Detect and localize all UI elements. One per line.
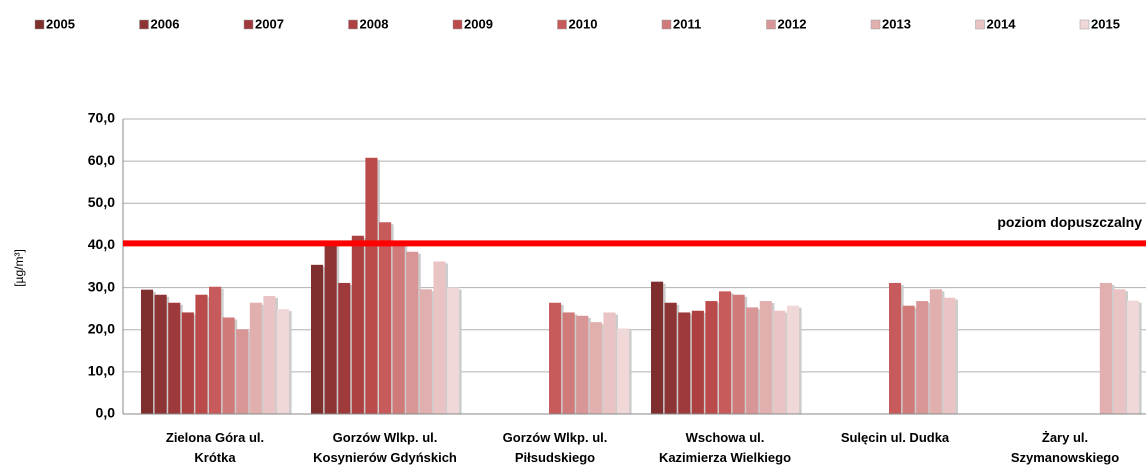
bar [236, 329, 249, 414]
bar [787, 305, 800, 414]
x-tick-label: Sulęcin ul. Dudka [840, 430, 950, 445]
bar [324, 242, 337, 414]
bar [154, 294, 167, 414]
bar [617, 328, 630, 414]
legend-swatch [870, 19, 881, 30]
bar [562, 312, 575, 414]
bar [277, 309, 290, 414]
bar [1127, 300, 1140, 414]
bar [222, 317, 235, 414]
bar [916, 301, 929, 414]
bar [773, 310, 786, 414]
bar [603, 312, 616, 414]
legend-label: 2013 [882, 16, 911, 31]
bar [419, 289, 432, 414]
y-tick-label: 60,0 [88, 152, 115, 168]
bar [549, 302, 562, 414]
y-axis-label: [µg/m³] [12, 249, 26, 287]
bar [902, 305, 915, 414]
bar [311, 264, 324, 414]
legend-label: 2009 [464, 16, 493, 31]
y-tick-label: 20,0 [88, 320, 115, 336]
bar [195, 294, 208, 414]
bar [589, 322, 602, 414]
bar [379, 222, 392, 414]
legend-label: 2005 [46, 16, 75, 31]
bar [746, 307, 759, 414]
legend-swatch [452, 19, 463, 30]
x-tick-label: Zielona Góra ul. Krótka [165, 430, 265, 465]
bar [759, 301, 772, 414]
bar [732, 294, 745, 414]
legend-label: 2012 [778, 16, 807, 31]
legend-label: 2014 [987, 16, 1017, 31]
legend-label: 2011 [673, 16, 701, 31]
legend-swatch [975, 19, 985, 30]
legend-label: 2006 [151, 16, 180, 31]
bar [406, 251, 419, 414]
y-tick-label: 70,0 [88, 110, 115, 126]
bar [351, 235, 364, 414]
legend-swatch [557, 19, 567, 30]
bar [691, 310, 704, 414]
y-tick-label: 0,0 [96, 405, 116, 421]
y-tick-label: 40,0 [88, 236, 115, 252]
threshold-label: poziom dopuszczalny [997, 214, 1142, 230]
legend-swatch [243, 19, 254, 30]
bar [1113, 289, 1126, 414]
x-tick-label: Wschowa ul. Kazimierza Wielkiego [658, 430, 792, 465]
bar [141, 289, 154, 414]
bar [678, 312, 691, 414]
legend-swatch [34, 19, 45, 30]
y-tick-label: 30,0 [88, 278, 115, 294]
legend-swatch [139, 19, 149, 30]
bar [263, 296, 276, 414]
legend-label: 2015 [1091, 16, 1120, 31]
bar [705, 301, 718, 414]
bar [719, 291, 732, 414]
bar [929, 289, 942, 414]
bar [664, 302, 677, 414]
legend-label: 2010 [569, 16, 598, 31]
bar [365, 157, 378, 414]
legend-label: 2007 [255, 16, 284, 31]
legend-swatch [766, 19, 776, 30]
bar [943, 297, 956, 414]
bar [889, 282, 902, 414]
bar [392, 243, 405, 414]
bar [576, 315, 589, 414]
bar [338, 282, 351, 414]
y-tick-label: 10,0 [88, 363, 115, 379]
bar [447, 287, 460, 414]
bar [1099, 282, 1112, 414]
legend-swatch [661, 19, 672, 30]
bar [249, 302, 262, 414]
x-tick-label: Gorzów Wlkp. ul. Piłsudskiego [502, 430, 608, 465]
bar [651, 281, 664, 414]
bar [168, 302, 181, 414]
legend-label: 2008 [360, 16, 389, 31]
legend-swatch [348, 19, 358, 30]
y-tick-label: 50,0 [88, 194, 115, 210]
bar [181, 312, 194, 414]
x-tick-label: Żary ul. Szymanowskiego [1010, 430, 1120, 465]
x-tick-label: Gorzów Wlkp. ul. Kosynierów Gdyńskich [313, 430, 457, 465]
bar [433, 261, 446, 414]
legend-swatch [1079, 19, 1090, 30]
bar [209, 286, 222, 414]
